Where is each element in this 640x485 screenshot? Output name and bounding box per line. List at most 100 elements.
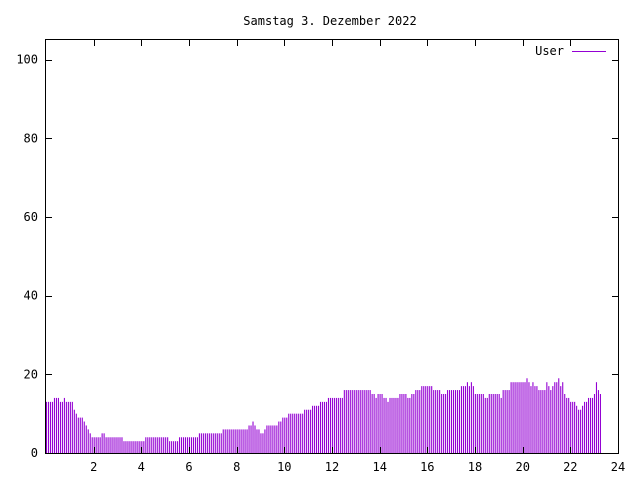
bar — [480, 394, 482, 453]
bar — [121, 437, 123, 453]
bar — [304, 409, 306, 453]
bar — [427, 386, 429, 453]
bar — [520, 382, 522, 453]
bar — [321, 401, 324, 453]
bar — [347, 390, 349, 453]
bar — [46, 401, 48, 453]
bar — [365, 390, 367, 453]
bar — [208, 433, 210, 453]
bar — [61, 401, 63, 453]
bar — [582, 405, 584, 453]
chart-title: Samstag 3. Dezember 2022 — [243, 14, 416, 28]
bar — [93, 437, 95, 453]
x-tick-label: 2 — [90, 460, 97, 474]
bar — [115, 437, 117, 453]
bar — [284, 417, 286, 453]
bar — [59, 401, 61, 453]
bar — [188, 437, 191, 453]
bar — [597, 390, 600, 453]
bar — [437, 390, 439, 453]
bar — [323, 401, 326, 453]
x-tick-label: 20 — [515, 460, 529, 474]
bar — [449, 390, 451, 453]
bar — [564, 394, 566, 453]
bar — [278, 421, 280, 453]
bar — [405, 394, 407, 453]
bar — [409, 397, 411, 453]
bar — [415, 390, 417, 453]
bar — [274, 425, 276, 453]
x-tick-label: 22 — [563, 460, 577, 474]
bar — [341, 397, 343, 453]
bar — [502, 390, 504, 453]
bar — [75, 413, 77, 453]
x-tick-label: 8 — [233, 460, 240, 474]
bar — [538, 390, 540, 453]
bar — [133, 441, 135, 453]
bar — [87, 429, 89, 453]
bar — [589, 397, 592, 453]
bar — [385, 397, 387, 453]
bars — [46, 378, 601, 453]
y-tick-label: 80 — [24, 131, 38, 145]
bar — [292, 413, 294, 453]
bar — [572, 401, 574, 453]
bar — [240, 429, 242, 453]
bar — [129, 441, 131, 453]
bar — [433, 390, 435, 453]
bar — [210, 433, 212, 453]
bar — [143, 441, 145, 453]
bar — [230, 429, 232, 453]
bar — [367, 390, 369, 453]
bar — [220, 433, 222, 453]
bar — [482, 394, 484, 453]
bar — [258, 429, 260, 453]
bar — [99, 437, 101, 453]
bar — [534, 386, 536, 453]
bar — [462, 386, 465, 453]
bar — [574, 401, 576, 453]
bar — [546, 382, 548, 453]
bar — [522, 382, 524, 453]
bar — [441, 394, 443, 453]
bar — [200, 433, 202, 453]
bar — [288, 413, 290, 453]
bar — [89, 433, 91, 453]
bar — [570, 401, 572, 453]
bar — [232, 429, 234, 453]
bar — [552, 386, 554, 453]
bar — [407, 397, 409, 453]
bar — [371, 394, 373, 453]
bar — [593, 394, 596, 453]
bar — [57, 397, 59, 453]
legend: User — [535, 44, 606, 58]
bar — [137, 441, 139, 453]
bar — [91, 437, 93, 453]
bar — [147, 437, 149, 453]
bar — [468, 386, 470, 453]
bar — [314, 405, 316, 453]
bar — [474, 394, 476, 453]
bar — [361, 390, 363, 453]
bar — [542, 390, 544, 453]
bar — [329, 397, 331, 453]
bar — [270, 425, 272, 453]
bar — [466, 382, 468, 453]
bar — [395, 397, 397, 453]
bar — [355, 390, 357, 453]
x-tick-labels: 2 4 6 8 10 12 14 16 18 20 22 24 — [90, 460, 625, 474]
bar — [514, 382, 516, 453]
bar — [331, 397, 333, 453]
bar — [153, 437, 155, 453]
bar — [504, 390, 506, 453]
bar — [568, 397, 570, 453]
bar — [470, 382, 472, 453]
bar — [214, 433, 216, 453]
bar — [310, 409, 312, 453]
bar — [103, 433, 105, 453]
bar — [587, 397, 590, 453]
bar — [192, 437, 194, 453]
bar — [312, 405, 314, 453]
bar — [244, 429, 246, 453]
